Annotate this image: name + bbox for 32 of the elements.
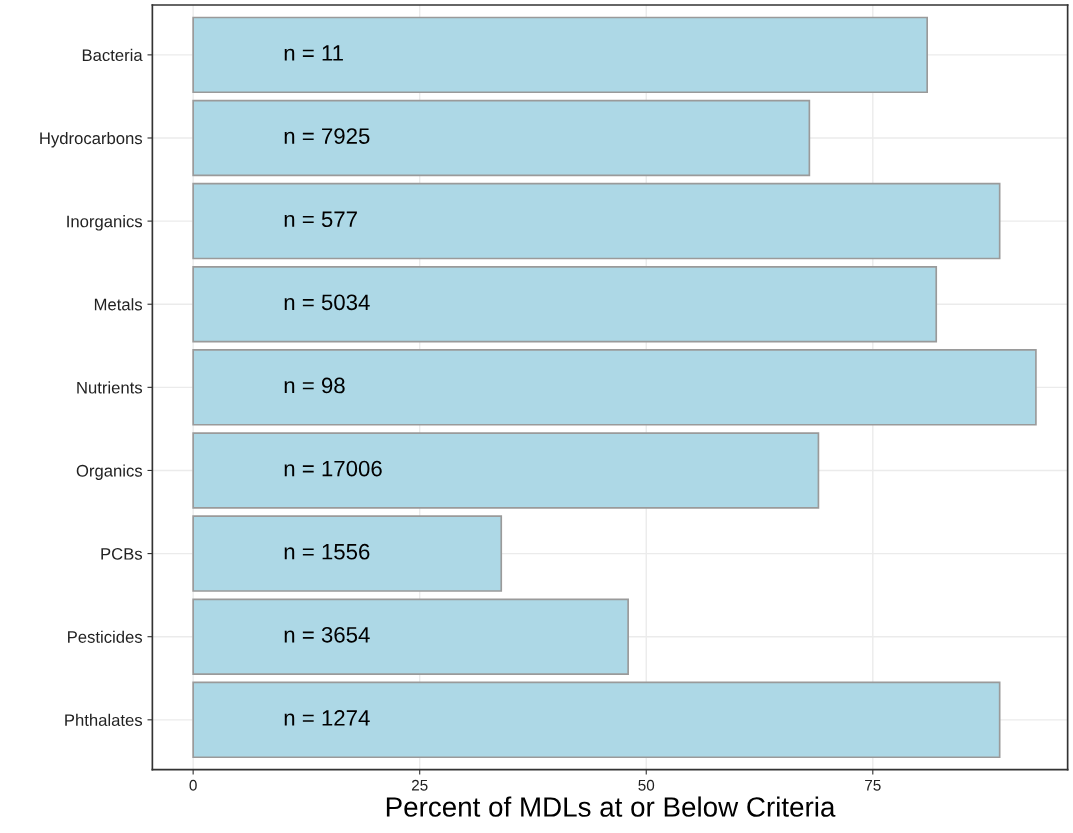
annotation: n = 1274 <box>284 710 370 726</box>
annotation: n = 3654 <box>284 626 370 643</box>
y-tick-label: Metals <box>94 298 143 311</box>
bar <box>192 265 938 343</box>
x-axis-title: Percent of MDLs at or Below Criteria <box>386 796 836 817</box>
y-tick-label: Pesticides <box>68 630 143 643</box>
y-tick-label: Organics <box>76 464 143 480</box>
x-tick-label: 25 <box>411 779 428 791</box>
y-tick-label: PCBs <box>101 547 143 560</box>
annotation: n = 11 <box>284 45 343 61</box>
annotation: n = 1556 <box>284 543 370 560</box>
y-tick-label: Hydrocarbons <box>40 131 143 148</box>
annotation: n = 577 <box>284 211 357 228</box>
x-tick-label: 0 <box>189 779 197 791</box>
annotation: n = 98 <box>284 377 345 394</box>
bar <box>192 681 1001 759</box>
x-tick-label: 75 <box>865 779 881 791</box>
bar <box>192 515 503 592</box>
annotation: n = 5034 <box>284 294 370 311</box>
bar <box>192 99 811 177</box>
y-tick-label: Bacteria <box>82 48 143 62</box>
bar <box>192 16 929 94</box>
bar <box>192 598 629 675</box>
bar <box>192 349 1037 426</box>
annotation: n = 7925 <box>284 128 370 144</box>
y-tick-label: Nutrients <box>77 381 143 394</box>
annotation: n = 17006 <box>284 460 382 477</box>
bar <box>192 432 820 509</box>
x-tick-label: 50 <box>638 779 655 791</box>
bar <box>192 182 1001 260</box>
y-tick-label: Inorganics <box>67 215 143 231</box>
y-tick-label: Phthalates <box>65 713 143 727</box>
